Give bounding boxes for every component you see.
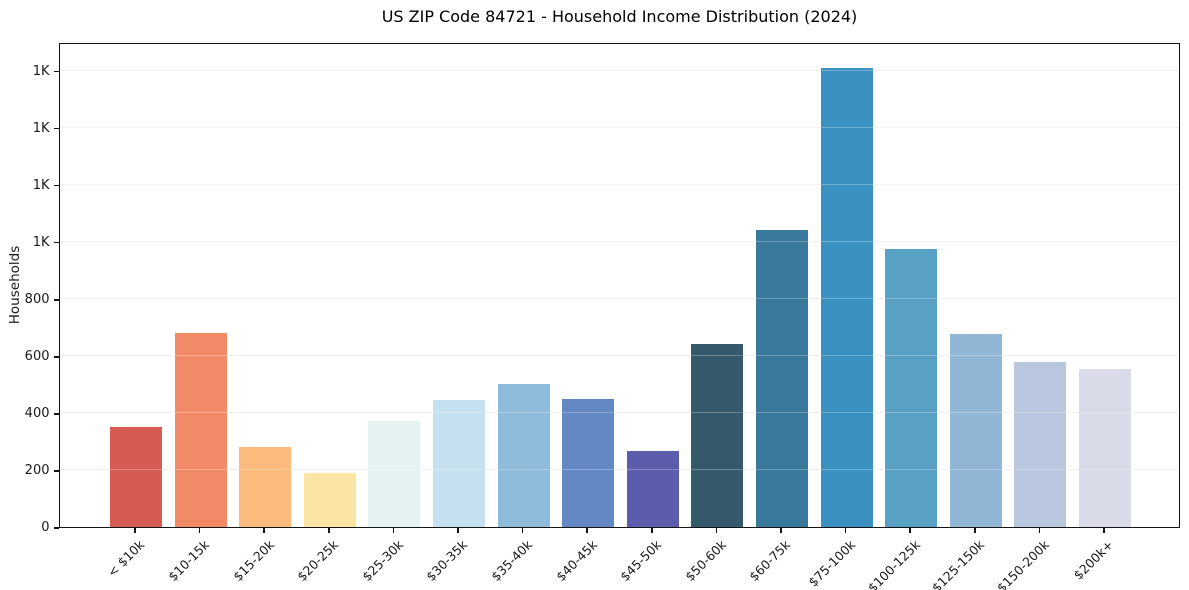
bar [368, 421, 421, 527]
x-tick-label: < $10k [104, 537, 148, 580]
bar [820, 67, 873, 527]
x-tick-mark [328, 528, 330, 533]
chart-title: US ZIP Code 84721 - Household Income Dis… [381, 7, 858, 26]
bar [110, 427, 162, 527]
x-tick-label: $60-75k [746, 537, 794, 585]
y-tick-mark [53, 413, 59, 415]
x-tick-label: $35-40k [488, 537, 536, 585]
gridline-overlay [60, 184, 1179, 186]
bar [174, 333, 227, 527]
x-tick-mark [909, 528, 911, 533]
gridline [60, 70, 1179, 72]
x-tick-label: $125-150k [929, 537, 988, 590]
y-axis-label: Households [7, 245, 23, 325]
bar [562, 398, 615, 527]
x-tick-label: $30-35k [423, 537, 471, 585]
x-tick-mark [392, 528, 395, 533]
bar [626, 451, 679, 527]
bar [691, 344, 744, 527]
x-tick-label: $150-200k [993, 537, 1052, 590]
y-tick-label: 0 [41, 520, 50, 535]
bar [239, 447, 292, 527]
y-tick-mark [53, 470, 59, 472]
x-tick-label: $10-15k [165, 537, 213, 585]
x-tick-label: $40-45k [552, 537, 600, 585]
y-tick-mark [53, 299, 59, 301]
plot-area [59, 43, 1180, 528]
gridline-overlay [60, 355, 1179, 357]
x-tick-label: $25-30k [358, 537, 406, 585]
y-tick-label: 1K [32, 63, 50, 79]
y-tick-label: 1K [32, 120, 50, 136]
y-tick-label: 1K [32, 234, 50, 250]
bar [756, 230, 808, 527]
gridline-overlay [60, 469, 1179, 471]
x-tick-label: $100-125k [864, 537, 923, 590]
x-tick-label: $15-20k [229, 537, 277, 585]
x-tick-mark [198, 528, 201, 533]
y-tick-label: 1K [32, 177, 50, 193]
y-tick-mark [53, 127, 59, 130]
y-tick-label: 400 [24, 405, 50, 421]
gridline-overlay [60, 70, 1179, 72]
x-tick-mark [457, 528, 459, 533]
x-tick-mark [844, 528, 847, 533]
x-tick-mark [1103, 528, 1105, 533]
y-tick-mark [53, 241, 59, 244]
x-tick-mark [780, 528, 782, 533]
y-tick-mark [53, 527, 59, 529]
bar [497, 384, 550, 527]
gridline [60, 184, 1179, 186]
x-tick-mark [263, 528, 265, 533]
gridline [60, 127, 1179, 129]
bar [885, 248, 938, 527]
gridline-overlay [60, 127, 1179, 129]
x-tick-mark [521, 528, 524, 533]
bar [949, 334, 1002, 527]
bar [1079, 368, 1131, 527]
x-tick-mark [586, 528, 588, 533]
x-tick-mark [651, 528, 653, 533]
gridline [60, 298, 1179, 300]
y-tick-mark [53, 356, 59, 358]
x-tick-label: $200k+ [1070, 537, 1117, 583]
x-tick-mark [1038, 528, 1041, 533]
gridline [60, 241, 1179, 243]
gridline-overlay [60, 412, 1179, 414]
x-tick-mark [715, 528, 718, 533]
x-tick-label: $50-60k [681, 537, 729, 585]
y-tick-label: 800 [24, 291, 50, 307]
x-tick-label: $45-50k [617, 537, 665, 585]
gridline-overlay [60, 241, 1179, 243]
bar [433, 400, 485, 527]
gridline [60, 469, 1179, 471]
gridline [60, 412, 1179, 414]
x-tick-mark [974, 528, 976, 533]
gridline-overlay [60, 298, 1179, 300]
gridline [60, 355, 1179, 357]
y-tick-mark [53, 184, 59, 187]
x-tick-label: $75-100k [805, 537, 859, 590]
y-tick-label: 600 [24, 348, 50, 364]
bar [303, 472, 356, 527]
bar [1014, 361, 1067, 527]
y-tick-label: 200 [24, 462, 50, 478]
x-tick-mark [134, 528, 136, 533]
x-tick-label: $20-25k [294, 537, 342, 585]
y-tick-mark [53, 70, 59, 73]
